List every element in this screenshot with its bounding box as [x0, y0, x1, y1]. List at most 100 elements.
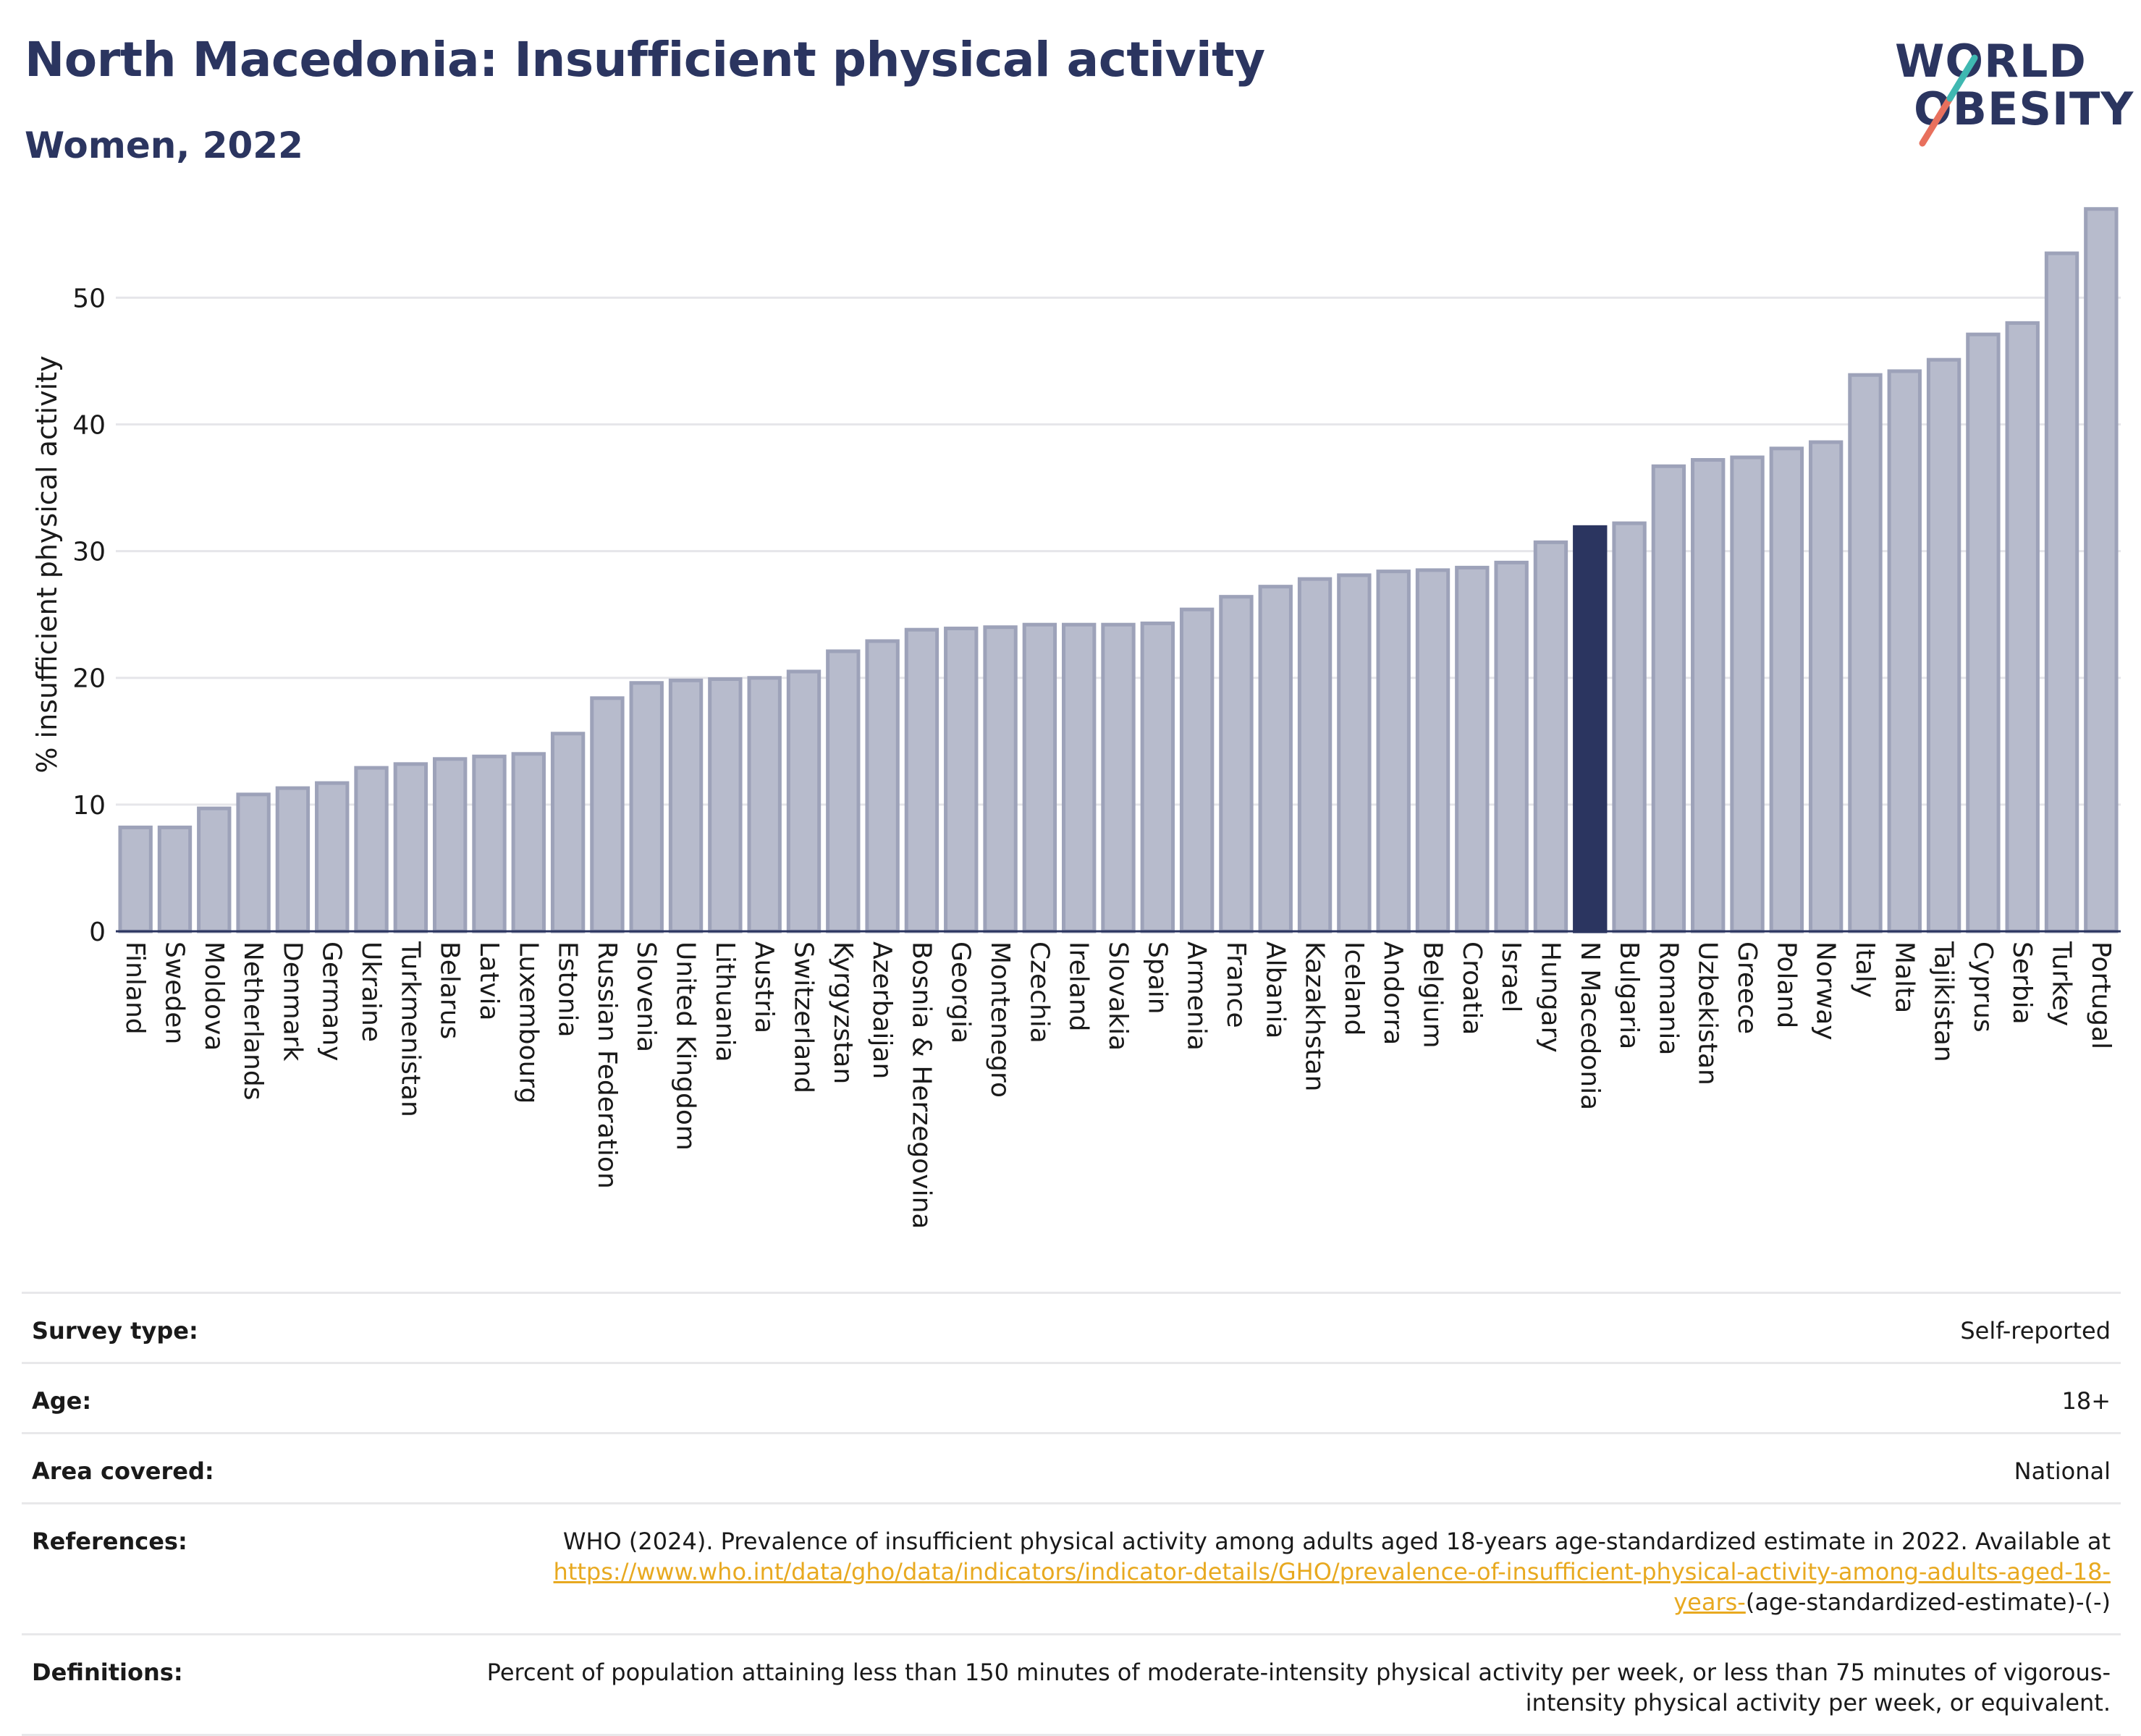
bar — [511, 752, 546, 933]
reference-suffix: (age-standardized-estimate)-(-) — [1745, 1588, 2111, 1616]
x-tick-label: Germany — [317, 941, 347, 1061]
bar — [2005, 321, 2040, 933]
bar — [315, 781, 350, 933]
meta-row-references: References: WHO (2024). Prevalence of in… — [22, 1502, 2121, 1633]
bar — [629, 681, 664, 933]
x-tick-label: Greece — [1732, 941, 1762, 1034]
x-tick-label: Turkmenistan — [395, 941, 425, 1117]
bar — [826, 649, 861, 933]
x-tick-label: Latvia — [474, 941, 504, 1021]
x-tick-labels: Finland Sweden Moldova Netherlands Denmark Ge… — [120, 941, 2116, 1229]
bar-highlight — [1573, 525, 1608, 933]
bar — [2084, 207, 2119, 933]
bar — [393, 762, 428, 933]
x-tick-label: Azerbaijan — [867, 941, 897, 1079]
x-tick-label: Poland — [1771, 941, 1801, 1028]
x-tick-label: Turkey — [2047, 941, 2077, 1026]
x-tick-label: Georgia — [946, 941, 976, 1043]
bar — [1062, 622, 1097, 933]
x-tick-label: Andorra — [1378, 941, 1408, 1045]
x-tick-label: Luxembourg — [513, 941, 543, 1104]
x-tick-label: Spain — [1142, 941, 1172, 1015]
y-tick-label: 30 — [72, 538, 106, 567]
x-tick-label: Ukraine — [356, 941, 386, 1042]
bar — [1494, 560, 1529, 933]
bar-chart: Finland Sweden Moldova Netherlands Denmark Ge… — [31, 207, 2121, 1229]
bar — [1730, 455, 1765, 933]
reference-text: WHO (2024). Prevalence of insufficient p… — [562, 1528, 2111, 1555]
bar — [1140, 621, 1175, 933]
bar — [197, 806, 232, 933]
bar — [354, 766, 389, 933]
x-tick-label: Iceland — [1339, 941, 1369, 1036]
bar — [904, 627, 939, 933]
bar — [1651, 464, 1686, 933]
meta-label: Survey type: — [32, 1317, 198, 1345]
bar — [590, 696, 625, 933]
x-tick-label: Russian Federation — [592, 941, 622, 1189]
bar — [865, 639, 900, 933]
x-tick-label: Malta — [1889, 941, 1919, 1013]
bar — [432, 757, 468, 933]
bar — [1533, 540, 1568, 933]
bar — [1376, 570, 1411, 933]
reference-link[interactable]: https://www.who.int/data/gho/data/indica… — [553, 1558, 2111, 1616]
bar — [1769, 446, 1804, 933]
bar — [1808, 440, 1844, 933]
meta-value: Percent of population attaining less tha… — [486, 1659, 2111, 1716]
x-tick-label: Albania — [1260, 941, 1290, 1038]
metadata-table: Survey type: Self-reported Age: 18+ Area… — [22, 1292, 2121, 1736]
x-tick-label: Switzerland — [788, 941, 818, 1093]
bar — [1612, 521, 1647, 933]
x-tick-label: Croatia — [1457, 941, 1487, 1035]
bar — [275, 786, 311, 933]
x-tick-label: Kazakhstan — [1300, 941, 1330, 1091]
y-tick-label: 50 — [72, 284, 106, 313]
bar — [1415, 568, 1450, 933]
x-tick-label: Serbia — [2007, 941, 2037, 1025]
bar — [1297, 577, 1333, 933]
x-tick-label: Austria — [749, 941, 779, 1033]
meta-row-age: Age: 18+ — [22, 1362, 2121, 1432]
meta-row-survey-type: Survey type: Self-reported — [22, 1292, 2121, 1362]
logo-slash-icon — [1919, 54, 1978, 147]
meta-value: 18+ — [2061, 1387, 2111, 1415]
x-tick-label: Italy — [1850, 941, 1880, 998]
x-tick-label: Belgium — [1418, 941, 1448, 1049]
x-tick-label: Kyrgyzstan — [828, 941, 858, 1084]
x-tick-label: Czechia — [1024, 941, 1054, 1043]
x-tick-label: Hungary — [1535, 941, 1565, 1053]
bar — [1337, 573, 1372, 933]
bar — [236, 792, 271, 933]
page-title: North Macedonia: Insufficient physical a… — [25, 32, 1265, 88]
x-tick-label: Uzbekistan — [1693, 941, 1723, 1085]
x-tick-label: Armenia — [1182, 941, 1212, 1051]
meta-row-area-covered: Area covered: National — [22, 1432, 2121, 1502]
bar — [1258, 585, 1293, 933]
bar — [747, 676, 782, 933]
x-tick-label: N Macedonia — [1575, 941, 1605, 1110]
bar — [708, 677, 743, 933]
y-tick-label: 0 — [89, 918, 106, 947]
x-tick-label: Romania — [1653, 941, 1683, 1055]
x-tick-label: Lithuania — [710, 941, 740, 1062]
x-tick-label: Bosnia & Herzegovina — [906, 941, 936, 1229]
bar — [1848, 373, 1883, 933]
bar — [157, 825, 193, 933]
bar — [786, 669, 822, 933]
world-obesity-logo: WORLD OBESITY — [1882, 20, 2133, 158]
meta-value-references: WHO (2024). Prevalence of insufficient p… — [482, 1526, 2111, 1617]
bar — [668, 678, 704, 933]
x-tick-label: Belarus — [435, 941, 465, 1039]
bar — [1219, 595, 1254, 933]
x-tick-label: Israel — [1496, 941, 1526, 1012]
bar — [1101, 622, 1136, 933]
meta-value: Self-reported — [1960, 1317, 2111, 1345]
meta-label: References: — [32, 1528, 187, 1555]
x-tick-label: Sweden — [159, 941, 189, 1044]
meta-row-definitions: Definitions: Percent of population attai… — [22, 1633, 2121, 1736]
y-tick-label: 40 — [72, 410, 106, 440]
x-tick-label: Norway — [1811, 941, 1841, 1041]
y-tick-label: 20 — [72, 664, 106, 694]
bar — [1887, 369, 1922, 933]
